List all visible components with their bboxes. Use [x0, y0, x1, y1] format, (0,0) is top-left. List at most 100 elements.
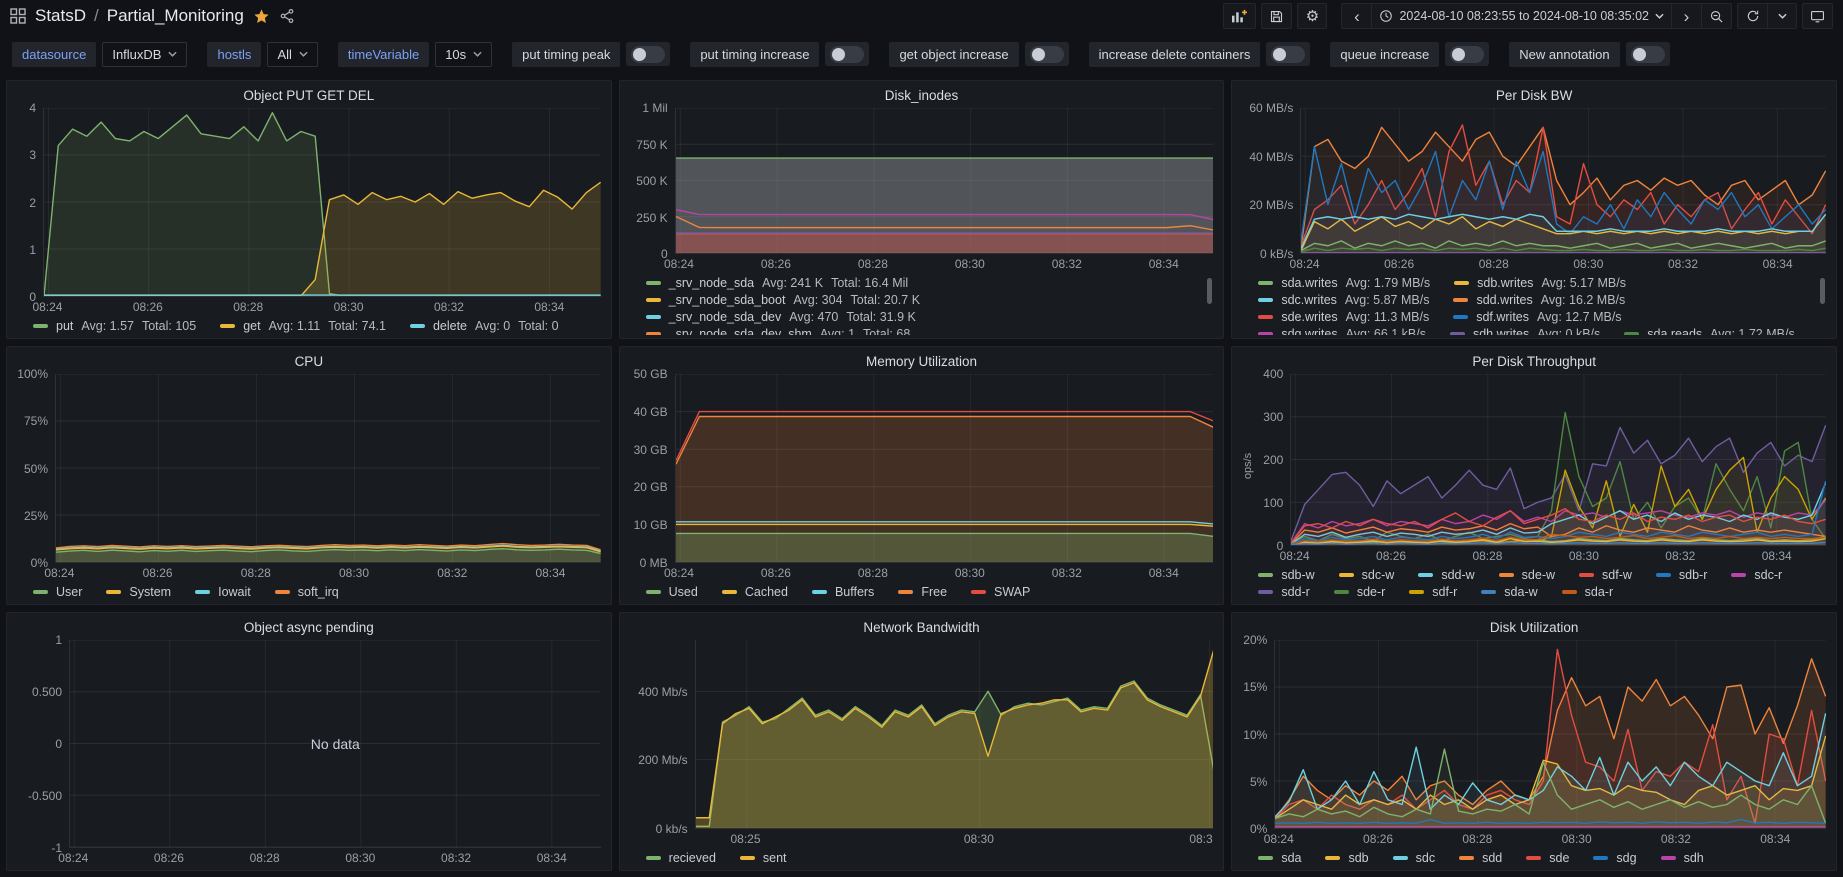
toggle-get-object-increase-switch[interactable] — [1025, 42, 1069, 66]
time-shift-forward-button[interactable]: › — [1671, 3, 1701, 29]
legend-item-sdf.writes[interactable]: sdf.writesAvg: 12.7 MB/s — [1453, 310, 1621, 324]
legend-item-_srv_node_sda_dev_shm[interactable]: _srv_node_sda_dev_shmAvg: 1Total: 68 — [646, 327, 911, 335]
plot-area[interactable] — [1290, 374, 1826, 546]
toggle-new-annotation-switch[interactable] — [1626, 42, 1670, 66]
variable-datasource-picker[interactable]: InfluxDB — [102, 42, 187, 67]
legend-item-sdc-r[interactable]: sdc-r — [1731, 568, 1782, 582]
legend-item-sdc[interactable]: sdc — [1393, 851, 1435, 865]
kiosk-mode-button[interactable] — [1802, 3, 1833, 29]
legend-item-sda-r[interactable]: sda-r — [1562, 585, 1613, 599]
variable-datasource: datasource InfluxDB — [12, 42, 187, 67]
legend-item-put[interactable]: putAvg: 1.57Total: 105 — [33, 319, 196, 333]
legend-item-sda.writes[interactable]: sda.writesAvg: 1.79 MB/s — [1258, 276, 1430, 290]
legend-item-_srv_node_sda_dev[interactable]: _srv_node_sda_devAvg: 470Total: 31.9 K — [646, 310, 916, 324]
plot-area[interactable] — [675, 108, 1214, 254]
legend-item-Iowait[interactable]: Iowait — [195, 585, 251, 599]
x-tick-label: 08:34 — [1763, 257, 1793, 271]
legend-item-sdb-w[interactable]: sdb-w — [1258, 568, 1314, 582]
dashboards-grid-icon[interactable] — [10, 8, 26, 24]
x-tick-label: 08:32 — [437, 566, 467, 580]
legend-item-User[interactable]: User — [33, 585, 82, 599]
legend-item-sde.writes[interactable]: sde.writesAvg: 11.3 MB/s — [1258, 310, 1429, 324]
legend-item-sdd.writes[interactable]: sdd.writesAvg: 16.2 MB/s — [1453, 293, 1625, 307]
plot-area[interactable] — [695, 640, 1214, 829]
plot-area[interactable] — [55, 374, 601, 563]
plot-area[interactable] — [43, 108, 601, 297]
clock-icon — [1379, 9, 1393, 23]
variable-hostls-picker[interactable]: All — [267, 42, 317, 67]
legend-avg-value: Avg: 0 — [475, 319, 510, 333]
add-panel-button[interactable] — [1223, 3, 1256, 29]
breadcrumb-app[interactable]: StatsD — [35, 6, 86, 26]
legend-item-sdf-w[interactable]: sdf-w — [1579, 568, 1632, 582]
legend-item-get[interactable]: getAvg: 1.11Total: 74.1 — [220, 319, 386, 333]
refresh-button[interactable] — [1737, 3, 1767, 29]
share-icon[interactable] — [279, 8, 295, 24]
legend-item-sdb-r[interactable]: sdb-r — [1656, 568, 1707, 582]
toggle-put-timing-peak-switch[interactable] — [626, 42, 670, 66]
legend-item-sda[interactable]: sda — [1258, 851, 1301, 865]
panel-title[interactable]: Network Bandwidth — [630, 617, 1214, 640]
panel-title[interactable]: Disk Utilization — [1242, 617, 1826, 640]
toggle-increase-delete-containers-switch[interactable] — [1266, 42, 1310, 66]
legend-scrollbar[interactable] — [1207, 278, 1212, 304]
legend-item-sdh[interactable]: sdh — [1661, 851, 1704, 865]
plot-area[interactable] — [675, 374, 1214, 563]
toggle-queue-increase-switch[interactable] — [1445, 42, 1489, 66]
legend-item-delete[interactable]: deleteAvg: 0Total: 0 — [410, 319, 559, 333]
x-axis: 08:2408:2608:2808:3008:3208:34 — [1274, 829, 1826, 848]
save-dashboard-button[interactable] — [1261, 3, 1292, 29]
legend-item-sdg[interactable]: sdg — [1593, 851, 1636, 865]
zoom-out-time-button[interactable] — [1701, 3, 1732, 29]
legend-total-value: Total: 31.9 K — [846, 310, 916, 324]
legend-item-sdc.writes[interactable]: sdc.writesAvg: 5.87 MB/s — [1258, 293, 1429, 307]
legend-item-sdb.writes[interactable]: sdb.writesAvg: 5.17 MB/s — [1454, 276, 1626, 290]
panel-title[interactable]: Object async pending — [17, 617, 601, 640]
panel-title[interactable]: Memory Utilization — [630, 351, 1214, 374]
legend-item-sdg.writes[interactable]: sdg.writesAvg: 66.1 kB/s — [1258, 327, 1426, 335]
legend-item-sde-w[interactable]: sde-w — [1499, 568, 1555, 582]
legend-item-sent[interactable]: sent — [740, 851, 787, 865]
legend-item-sdh.writes[interactable]: sdh.writesAvg: 0 kB/s — [1450, 327, 1600, 335]
panel-title[interactable]: Per Disk Throughput — [1242, 351, 1826, 374]
legend-swatch — [1258, 590, 1273, 594]
legend-item-sdd-r[interactable]: sdd-r — [1258, 585, 1309, 599]
variable-timeVariable-picker[interactable]: 10s — [435, 42, 492, 67]
legend-item-sdb[interactable]: sdb — [1325, 851, 1368, 865]
legend-item-Buffers[interactable]: Buffers — [812, 585, 874, 599]
legend-item-sdd[interactable]: sdd — [1459, 851, 1502, 865]
refresh-interval-dropdown[interactable] — [1767, 3, 1797, 29]
legend-item-Cached[interactable]: Cached — [722, 585, 788, 599]
legend-item-System[interactable]: System — [106, 585, 171, 599]
panel-title[interactable]: Disk_inodes — [630, 85, 1214, 108]
time-shift-back-button[interactable]: ‹ — [1341, 3, 1371, 29]
plot-area[interactable]: No data — [69, 640, 601, 848]
favorite-star-icon[interactable] — [253, 8, 270, 25]
legend-item-sdd-w[interactable]: sdd-w — [1418, 568, 1474, 582]
legend-item-recieved[interactable]: recieved — [646, 851, 716, 865]
legend-item-SWAP[interactable]: SWAP — [971, 585, 1030, 599]
legend-item-sde-r[interactable]: sde-r — [1334, 585, 1385, 599]
panel-title[interactable]: Per Disk BW — [1242, 85, 1826, 108]
legend-item-sde[interactable]: sde — [1526, 851, 1569, 865]
panel-object-put-get-del: Object PUT GET DEL0123408:2408:2608:2808… — [6, 80, 612, 339]
plot-area[interactable] — [1300, 108, 1826, 254]
breadcrumb-dashboard[interactable]: Partial_Monitoring — [107, 6, 244, 26]
dashboard-settings-button[interactable]: ⚙ — [1297, 3, 1327, 29]
legend-item-sda-w[interactable]: sda-w — [1481, 585, 1537, 599]
toggle-put-timing-increase-switch[interactable] — [825, 42, 869, 66]
legend-scrollbar[interactable] — [1820, 278, 1825, 304]
legend-item-Free[interactable]: Free — [898, 585, 947, 599]
panel-title[interactable]: Object PUT GET DEL — [17, 85, 601, 108]
legend-item-Used[interactable]: Used — [646, 585, 698, 599]
plot-area[interactable] — [1274, 640, 1826, 829]
legend-item-sdf-r[interactable]: sdf-r — [1409, 585, 1457, 599]
time-range-picker[interactable]: 2024-08-10 08:23:55 to 2024-08-10 08:35:… — [1371, 3, 1671, 29]
legend-item-sda.reads[interactable]: sda.readsAvg: 1.72 MB/s — [1624, 327, 1794, 335]
legend-series-name: recieved — [669, 851, 716, 865]
panel-title[interactable]: CPU — [17, 351, 601, 374]
legend-item-soft_irq[interactable]: soft_irq — [275, 585, 339, 599]
legend-item-_srv_node_sda_boot[interactable]: _srv_node_sda_bootAvg: 304Total: 20.7 K — [646, 293, 920, 307]
legend-item-_srv_node_sda[interactable]: _srv_node_sdaAvg: 241 KTotal: 16.4 Mil — [646, 276, 909, 290]
legend-item-sdc-w[interactable]: sdc-w — [1339, 568, 1395, 582]
